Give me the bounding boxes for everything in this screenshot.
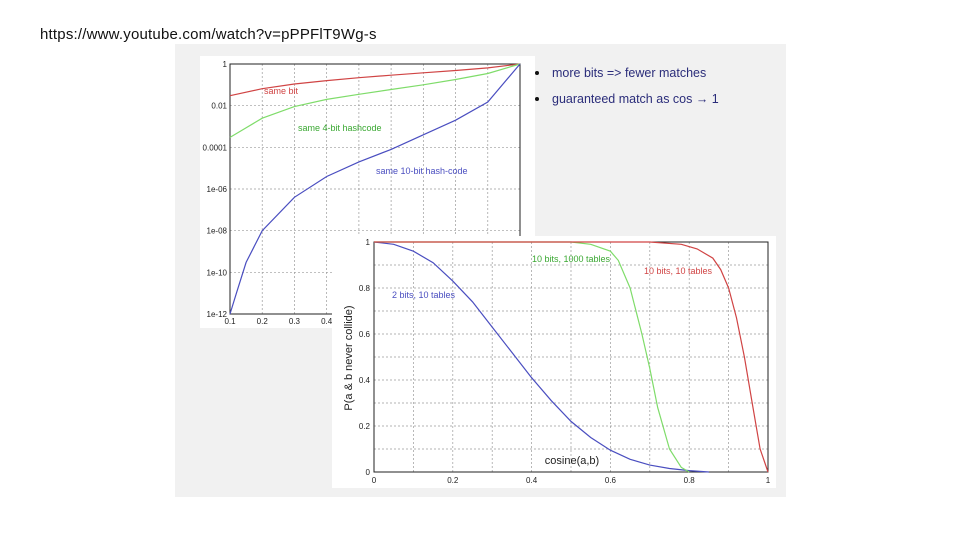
bullet-list: more bits => fewer matches guaranteed ma… xyxy=(535,66,719,118)
series-line xyxy=(229,63,521,138)
x-tick-label: 0.4 xyxy=(321,317,333,326)
bottom-grid xyxy=(374,241,769,472)
x-tick-label: 0.8 xyxy=(684,476,696,485)
top-series-group xyxy=(229,63,521,315)
series-line xyxy=(373,241,709,473)
y-tick-label: 1e-12 xyxy=(207,310,228,319)
series-line xyxy=(374,241,769,473)
y-tick-label: 0.4 xyxy=(359,376,371,385)
label-same-10bit: same 10-bit hash-code xyxy=(376,166,468,176)
x-tick-label: 0.4 xyxy=(526,476,538,485)
series-line xyxy=(229,63,521,97)
x-tick-label: 0.2 xyxy=(447,476,459,485)
y-tick-label: 0.8 xyxy=(359,284,371,293)
y-tick-label: 0 xyxy=(366,468,371,477)
label-same-10bit-line: same 10-bit hash-code xyxy=(376,166,468,176)
chart-bottom: 0 0.2 0.4 0.6 0.8 1 0 0.2 0.4 0.6 0.8 1 P(a & b ne… xyxy=(343,238,771,485)
label-10bits-1000: 10 bits, 1000 tables xyxy=(532,254,611,264)
x-tick-label: 0.6 xyxy=(605,476,617,485)
x-tick-label: 0.2 xyxy=(257,317,269,326)
bullet-text-1: more bits => fewer matches xyxy=(552,66,707,80)
x-tick-label: 0 xyxy=(372,476,377,485)
y-tick-label: 1 xyxy=(366,238,371,247)
y-tick-label: 0.0001 xyxy=(203,143,228,152)
bottom-series-group xyxy=(373,241,769,473)
label-same-4bit-line1: same 4-bit hashcode xyxy=(298,123,382,133)
label-same-4bit: same 4-bit hashcode xyxy=(298,123,382,133)
bottom-x-ticks: 0 0.2 0.4 0.6 0.8 1 xyxy=(372,476,771,485)
y-tick-label: 0.6 xyxy=(359,330,371,339)
chart-bottom-wrapper: 0 0.2 0.4 0.6 0.8 1 0 0.2 0.4 0.6 0.8 1 P(a & b ne… xyxy=(332,236,776,488)
y-tick-label: 0.2 xyxy=(359,422,371,431)
series-line xyxy=(229,63,521,315)
x-tick-label: 1 xyxy=(766,476,771,485)
y-tick-label: 0.01 xyxy=(211,102,227,111)
bottom-y-ticks: 0 0.2 0.4 0.6 0.8 1 xyxy=(359,238,371,477)
bullet-dot xyxy=(535,97,539,101)
bottom-x-label: cosine(a,b) xyxy=(545,455,599,467)
y-tick-label: 1e-06 xyxy=(207,185,228,194)
label-10bits-10: 10 bits, 10 tables xyxy=(644,266,713,276)
label-same-bit: same bit xyxy=(264,86,299,96)
bullet-item: more bits => fewer matches xyxy=(535,66,719,80)
bullet-text-2: guaranteed match as cos → 1 xyxy=(552,92,719,106)
y-tick-label: 1e-08 xyxy=(207,227,228,236)
y-tick-label: 1e-10 xyxy=(207,268,228,277)
x-tick-label: 0.1 xyxy=(224,317,236,326)
bullet-dot xyxy=(535,71,539,75)
y-tick-label: 1 xyxy=(223,60,228,69)
top-y-ticks: 1 0.01 0.0001 1e-06 1e-08 1e-10 1e-12 xyxy=(203,60,228,319)
x-tick-label: 0.3 xyxy=(289,317,301,326)
bullet-item: guaranteed match as cos → 1 xyxy=(535,92,719,106)
label-2bits: 2 bits, 10 tables xyxy=(392,290,456,300)
bottom-y-label: P(a & b never collide) xyxy=(343,305,355,410)
url-caption: https://www.youtube.com/watch?v=pPPFlT9W… xyxy=(40,26,377,43)
